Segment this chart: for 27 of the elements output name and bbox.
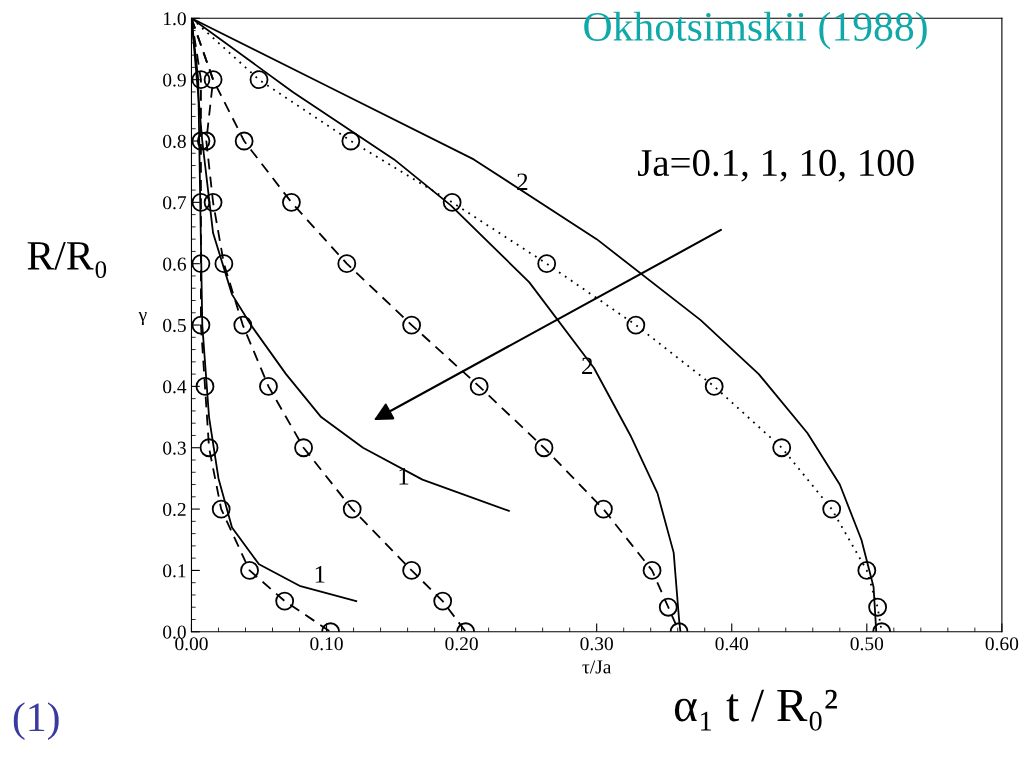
x-tick-label: 0.40 (715, 637, 749, 651)
annotation: Okhotsimskii (1988) (584, 11, 927, 50)
text: R/R₀ (27, 241, 107, 279)
x-tick-label: 0.00 (175, 637, 208, 651)
annotation: 1 (315, 566, 325, 583)
annotation: 1 (399, 467, 409, 485)
x-tick-label: 0.50 (850, 637, 884, 651)
text: α₁ t / R₀² (674, 689, 837, 731)
annotation: Ja=0.1, 1, 10, 100 (638, 149, 914, 182)
y-tick-label: 0.6 (163, 257, 187, 271)
x-tick-label: 0.30 (580, 637, 613, 651)
y-tick-label: 0.0 (163, 625, 186, 639)
x-tick-label: 0.10 (310, 637, 343, 651)
x-axis-title: τ/Ja (582, 660, 612, 674)
y-axis-title: γ (138, 311, 147, 326)
y-tick-label: 0.2 (163, 502, 186, 517)
text: (1) (13, 702, 59, 740)
y-tick-label: 0.3 (163, 441, 186, 455)
x-tick-label: 0.20 (445, 637, 478, 651)
y-tick-label: 1.0 (164, 12, 186, 26)
y-tick-label: 0.9 (163, 73, 186, 87)
x-tick-label: 0.60 (985, 637, 1019, 651)
y-tick-label: 0.7 (163, 196, 187, 210)
y-tick-label: 0.8 (163, 134, 186, 149)
y-tick-label: 0.5 (163, 318, 186, 333)
y-tick-label: 0.4 (163, 380, 187, 394)
y-tick-label: 0.1 (163, 564, 186, 578)
